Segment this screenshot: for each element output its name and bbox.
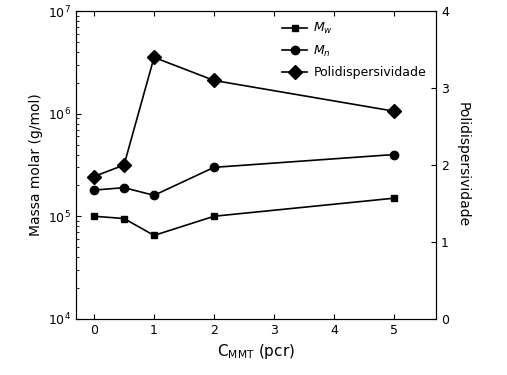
$M_n$	[121, 185, 127, 190]
Y-axis label: Massa molar (g/mol): Massa molar (g/mol)	[28, 94, 43, 236]
$M_n$	[211, 165, 217, 170]
Legend: $M_w$, $M_n$, Polidispersividade: $M_w$, $M_n$, Polidispersividade	[278, 18, 430, 83]
X-axis label: $\mathrm{C_{MMT}}$ (pcr): $\mathrm{C_{MMT}}$ (pcr)	[217, 342, 295, 361]
Line: $M_w$: $M_w$	[91, 195, 397, 239]
Polidispersividade	[211, 78, 217, 83]
$M_w$	[391, 196, 397, 201]
Line: $M_n$: $M_n$	[90, 150, 398, 200]
Polidispersividade	[91, 174, 97, 179]
$M_n$	[391, 152, 397, 157]
$M_w$	[211, 214, 217, 219]
Polidispersividade	[121, 163, 127, 167]
$M_w$	[151, 233, 157, 238]
Polidispersividade	[151, 55, 157, 60]
$M_n$	[151, 193, 157, 198]
$M_n$	[91, 188, 97, 192]
Line: Polidispersividade: Polidispersividade	[89, 53, 399, 182]
Y-axis label: Polidispersividade: Polidispersividade	[456, 102, 469, 228]
$M_w$	[91, 214, 97, 219]
$M_w$	[121, 216, 127, 221]
Polidispersividade	[391, 109, 397, 113]
